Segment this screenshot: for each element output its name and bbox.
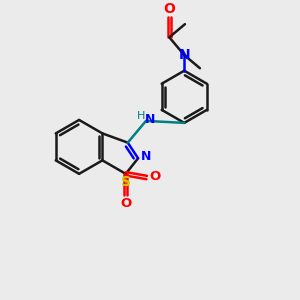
Text: H: H	[137, 111, 145, 121]
Text: N: N	[178, 48, 190, 62]
Text: O: O	[164, 2, 175, 16]
Text: N: N	[141, 150, 151, 163]
Text: S: S	[121, 175, 131, 189]
Text: O: O	[120, 196, 131, 210]
Text: O: O	[149, 170, 160, 184]
Text: N: N	[145, 113, 155, 126]
